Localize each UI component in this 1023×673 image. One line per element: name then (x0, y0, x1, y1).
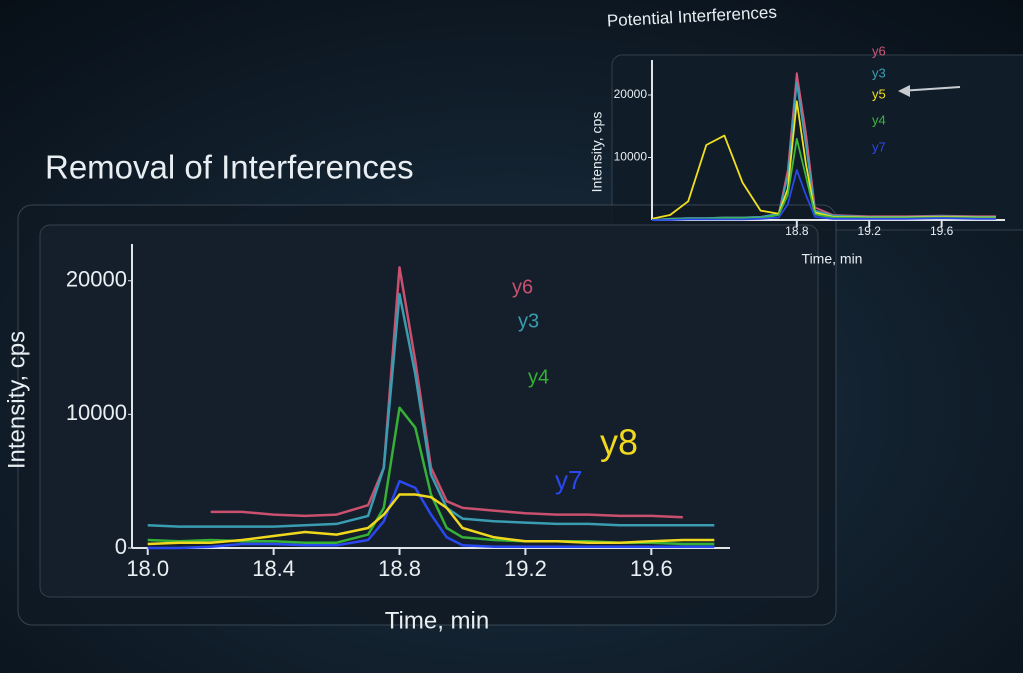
x-tick-label: 18.0 (126, 556, 169, 581)
series-line (147, 292, 715, 528)
series-label: y7 (555, 465, 582, 495)
main-panel (39, 224, 819, 598)
series-label: y7 (872, 139, 886, 154)
y-tick-label: 10000 (614, 150, 648, 164)
series-label: y6 (872, 43, 886, 58)
series-label: y3 (518, 310, 539, 332)
x-tick-label: 18.8 (785, 224, 809, 238)
x-tick-label: 19.2 (858, 224, 882, 238)
x-axis-label: Time, min (802, 251, 863, 267)
y-axis-label: Intensity, cps (589, 112, 605, 193)
y-tick-label: 0 (115, 534, 127, 559)
y-tick-label: 20000 (66, 267, 127, 292)
inset-panel (611, 54, 1023, 231)
x-tick-label: 19.6 (630, 556, 673, 581)
x-axis-label: Time, min (385, 607, 489, 634)
series-line (652, 169, 996, 221)
series-label: y6 (512, 276, 533, 298)
heading: Removal of Interferences (45, 149, 414, 186)
y-tick-label: 10000 (66, 400, 127, 425)
series-label: y8 (600, 422, 638, 463)
series-label: y5 (872, 86, 886, 101)
x-tick-label: 18.4 (252, 556, 295, 581)
x-tick-label: 19.2 (504, 556, 547, 581)
series-line (147, 493, 715, 546)
y-tick-label: 20000 (614, 87, 648, 101)
arrow-head (898, 85, 910, 97)
series-label: y4 (872, 112, 886, 127)
series-label: y3 (872, 65, 886, 80)
x-tick-label: 18.8 (378, 556, 421, 581)
series-label: y4 (528, 366, 549, 388)
series-line (147, 479, 715, 550)
x-tick-label: 19.6 (930, 224, 954, 238)
y-axis-label: Intensity, cps (3, 331, 30, 469)
